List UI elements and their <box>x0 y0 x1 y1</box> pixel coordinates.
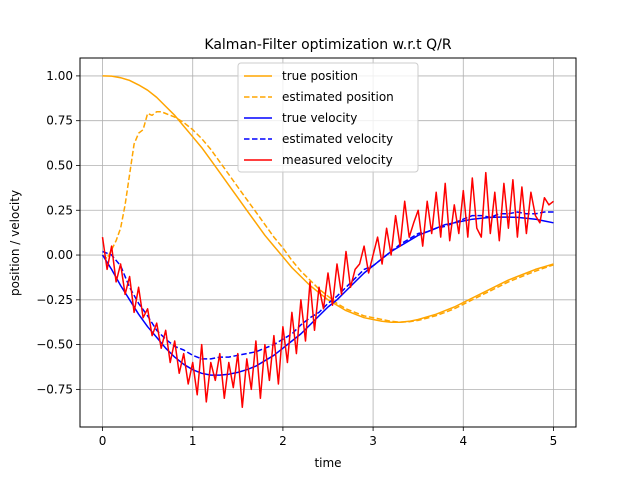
y-tick-label: 1.00 <box>46 69 73 83</box>
y-tick-label: 0.25 <box>46 203 73 217</box>
x-tick-label: 0 <box>99 434 107 448</box>
legend-frame <box>237 62 419 173</box>
legend-label: estimated velocity <box>282 132 393 146</box>
y-tick-label: −0.50 <box>36 338 73 352</box>
chart-title: Kalman-Filter optimization w.r.t Q/R <box>204 37 451 53</box>
series-true-position <box>102 75 554 323</box>
x-axis-label: time <box>314 456 341 470</box>
series-estimated-velocity <box>102 211 554 360</box>
series-measured-velocity <box>101 171 554 409</box>
plot-frame <box>79 57 577 428</box>
series-layer <box>101 75 554 409</box>
y-tick-label: 0.00 <box>46 248 73 262</box>
x-tick-label: 1 <box>189 434 197 448</box>
legend-label: true position <box>282 69 358 83</box>
legend: true position estimated position true velo… <box>237 62 419 173</box>
y-tick-label: −0.75 <box>36 382 73 396</box>
x-tick-label: 5 <box>550 434 558 448</box>
legend-label: estimated position <box>282 90 394 104</box>
y-tick-label: −0.25 <box>36 293 73 307</box>
x-axis: 0 1 2 3 4 5 <box>99 427 558 448</box>
legend-label: measured velocity <box>282 153 393 167</box>
y-axis-label: position / velocity <box>8 190 22 296</box>
legend-label: true velocity <box>282 111 357 125</box>
y-tick-label: 0.50 <box>46 158 73 172</box>
x-tick-label: 2 <box>279 434 287 448</box>
x-tick-label: 3 <box>369 434 377 448</box>
x-tick-label: 4 <box>459 434 467 448</box>
y-axis: −0.75 −0.50 −0.25 0.00 0.25 0.50 0.75 1.00 <box>36 69 80 396</box>
y-tick-label: 0.75 <box>46 114 73 128</box>
